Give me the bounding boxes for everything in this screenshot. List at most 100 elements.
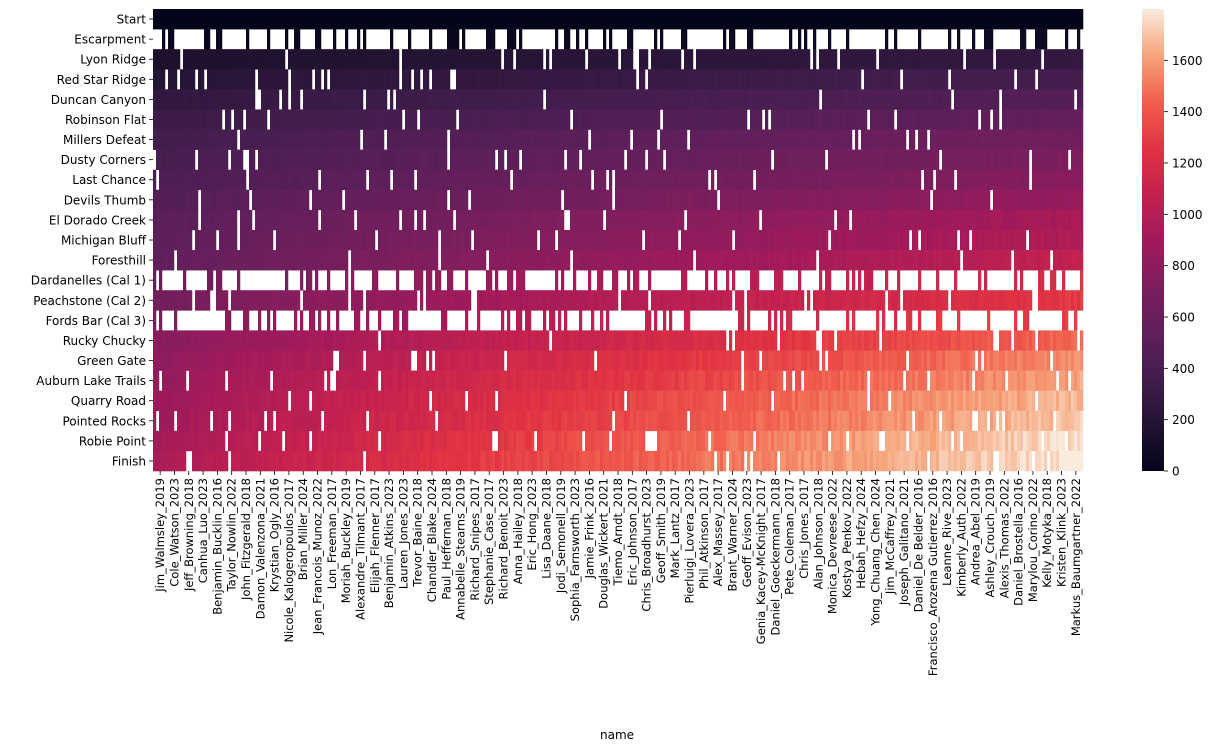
heatmap-cell: [1065, 49, 1069, 70]
heatmap-cell: [333, 149, 337, 170]
heatmap-cell: [162, 129, 166, 150]
heatmap-cell: [687, 290, 691, 311]
heatmap-cell: [345, 149, 349, 170]
heatmap-cell: [681, 9, 685, 30]
heatmap-cell: [879, 49, 883, 70]
heatmap-cell: [975, 370, 979, 391]
heatmap-cell: [1077, 350, 1081, 371]
heatmap-cell: [456, 29, 460, 50]
heatmap-cell: [606, 229, 610, 251]
heatmap-cell: [171, 330, 175, 351]
heatmap-cell: [612, 69, 616, 90]
heatmap-cell: [375, 109, 379, 130]
heatmap-cell: [219, 189, 223, 211]
heatmap-cell: [210, 209, 214, 231]
heatmap-cell: [198, 109, 202, 130]
heatmap-cell: [642, 209, 646, 231]
heatmap-cell: [279, 290, 283, 311]
heatmap-cell: [471, 109, 475, 130]
heatmap-cell: [1020, 209, 1024, 231]
heatmap-cell: [585, 290, 589, 311]
heatmap-cell: [441, 209, 445, 231]
heatmap-cell: [231, 169, 235, 191]
heatmap-cell: [912, 129, 916, 150]
heatmap-cell: [708, 9, 712, 30]
heatmap-cell: [408, 129, 412, 150]
heatmap-cell: [630, 109, 634, 130]
heatmap-cell: [405, 370, 409, 391]
heatmap-cell: [1062, 69, 1066, 90]
heatmap-cell: [225, 69, 229, 90]
heatmap-cell: [750, 89, 754, 110]
heatmap-cell: [201, 89, 205, 110]
heatmap-cell: [1026, 310, 1030, 331]
heatmap-cell: [879, 169, 883, 191]
heatmap-cell: [153, 9, 157, 30]
heatmap-cell: [1020, 89, 1024, 110]
heatmap-cell: [765, 109, 769, 130]
heatmap-cell: [597, 129, 601, 150]
heatmap-cell: [534, 129, 538, 150]
heatmap-cell: [933, 49, 937, 70]
heatmap-cell: [306, 290, 310, 311]
heatmap-cell: [807, 250, 811, 271]
heatmap-cell: [219, 370, 223, 391]
heatmap-cell: [885, 129, 889, 150]
heatmap-cell: [372, 350, 376, 371]
heatmap-cell: [384, 229, 388, 251]
heatmap-cell: [417, 270, 421, 291]
heatmap-cell: [726, 9, 730, 30]
heatmap-cell: [186, 250, 190, 271]
heatmap-cell: [1059, 109, 1063, 130]
heatmap-cell: [489, 250, 493, 271]
heatmap-cell: [1080, 290, 1084, 311]
heatmap-cell: [168, 129, 172, 150]
heatmap-cell: [519, 250, 523, 271]
heatmap-cell: [1008, 229, 1012, 251]
heatmap-cell: [216, 350, 220, 371]
heatmap-cell: [1008, 9, 1012, 30]
heatmap-cell: [354, 310, 358, 331]
heatmap-cell: [738, 109, 742, 130]
heatmap-cell: [354, 109, 358, 130]
heatmap-cell: [414, 9, 418, 30]
heatmap-cell: [339, 109, 343, 130]
heatmap-cell: [930, 209, 934, 231]
heatmap-cell: [468, 69, 472, 90]
heatmap-cell: [942, 290, 946, 311]
heatmap-cell: [933, 209, 937, 231]
heatmap-cell: [855, 149, 859, 170]
heatmap-cell: [264, 49, 268, 70]
heatmap-cell: [1053, 189, 1057, 211]
heatmap-cell: [420, 330, 424, 351]
heatmap-cell: [408, 49, 412, 70]
heatmap-cell: [324, 330, 328, 351]
heatmap-cell: [873, 49, 877, 70]
heatmap-cell: [939, 209, 943, 231]
heatmap-cell: [366, 49, 370, 70]
heatmap-cell: [411, 229, 415, 251]
heatmap-cell: [1017, 350, 1021, 371]
heatmap-cell: [846, 189, 850, 211]
heatmap-cell: [489, 69, 493, 90]
heatmap-cell: [609, 69, 613, 90]
heatmap-cell: [420, 250, 424, 271]
heatmap-cell: [315, 330, 319, 351]
heatmap-cell: [189, 390, 193, 412]
heatmap-cell: [651, 169, 655, 191]
heatmap-cell: [165, 370, 169, 391]
heatmap-cell: [285, 370, 289, 391]
heatmap-cell: [828, 149, 832, 170]
heatmap-cell: [1047, 149, 1051, 170]
heatmap-cell: [183, 109, 187, 130]
heatmap-cell: [222, 250, 226, 271]
heatmap-cell: [654, 109, 658, 130]
heatmap-cell: [714, 350, 718, 371]
heatmap-cell: [306, 350, 310, 371]
heatmap-cell: [243, 330, 247, 351]
heatmap-cell: [1041, 209, 1045, 231]
heatmap-cell: [153, 49, 157, 70]
heatmap-cell: [1041, 290, 1045, 311]
heatmap-cell: [906, 229, 910, 251]
heatmap-cell: [396, 209, 400, 231]
